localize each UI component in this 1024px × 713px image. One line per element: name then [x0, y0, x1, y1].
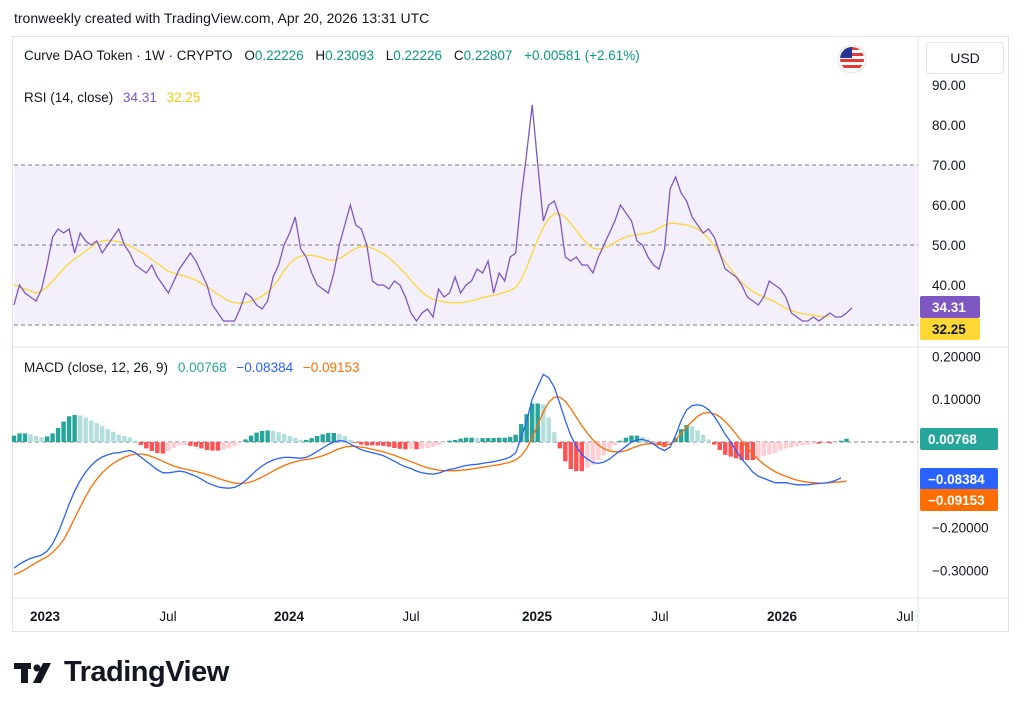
rsi-title[interactable]: RSI (14, close) [24, 90, 114, 105]
currency-button[interactable]: USD [926, 42, 1004, 74]
open-value: 0.22226 [254, 48, 304, 63]
macd-legend: MACD (close, 12, 26, 9) 0.00768 −0.08384… [24, 360, 360, 375]
high-label: H [315, 48, 326, 63]
chart-frame [12, 36, 1009, 632]
macd-title[interactable]: MACD (close, 12, 26, 9) [24, 360, 169, 375]
currency-label: USD [950, 50, 980, 66]
low-label: L [385, 48, 394, 63]
hist-legend-value: 0.00768 [177, 360, 227, 375]
tradingview-logo-icon [14, 662, 51, 683]
signal-legend-value: −0.09153 [302, 360, 360, 375]
change-value: +0.00581 (+2.61%) [524, 48, 640, 63]
symbol-header: Curve DAO Token · 1W · CRYPTO O0.22226 H… [24, 48, 642, 63]
rsi-legend-value: 34.31 [123, 90, 157, 105]
macd-legend-value: −0.08384 [236, 360, 294, 375]
close-value: 0.22807 [463, 48, 513, 63]
tradingview-logo-text: TradingView [64, 656, 229, 688]
tradingview-logo[interactable]: TradingView [14, 656, 229, 689]
rsi-ma-legend-value: 32.25 [166, 90, 201, 105]
low-value: 0.22226 [393, 48, 443, 63]
chart-credit: tronweekly created with TradingView.com,… [14, 10, 430, 26]
us-flag-icon[interactable] [837, 44, 867, 74]
symbol-title[interactable]: Curve DAO Token · 1W · CRYPTO [24, 48, 233, 63]
open-label: O [244, 48, 255, 63]
high-value: 0.23093 [325, 48, 374, 63]
close-label: C [453, 48, 464, 63]
rsi-legend: RSI (14, close) 34.31 32.25 [24, 90, 200, 105]
